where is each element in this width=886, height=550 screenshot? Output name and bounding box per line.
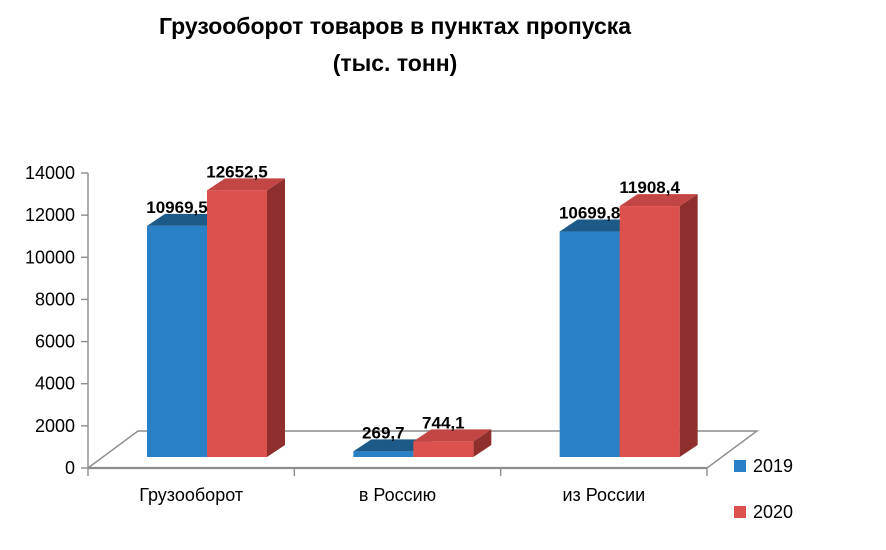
legend-label-2019: 2019 [753, 455, 794, 476]
chart-title-line2: (тыс. тонн) [332, 50, 458, 76]
bar-top-face [559, 219, 638, 232]
legend-label-2020: 2020 [753, 501, 794, 522]
bar-top-face [353, 439, 432, 452]
data-label-2019-category-2: 10699,8 [559, 204, 620, 223]
bar-front-face [619, 206, 680, 457]
legend-item-2019: 2019 [734, 453, 793, 479]
y-tick-label-0: 0 [65, 458, 75, 478]
chart-legend: 2019 2020 [734, 453, 793, 545]
chart-title-line1: Грузооборот товаров в пунктах пропуска [158, 13, 632, 39]
y-tick-label-2000: 2000 [35, 416, 75, 436]
bar-side-face [473, 429, 492, 457]
bar-2020-category-0 [207, 178, 285, 458]
bar-front-face [559, 231, 620, 457]
data-label-2020-category-0: 12652,5 [206, 162, 267, 181]
category-label-0: Грузооборот [139, 485, 243, 505]
category-label-1: в Россию [359, 485, 436, 505]
category-label-2: из России [563, 485, 646, 505]
data-label-2019-category-0: 10969,5 [146, 198, 207, 217]
y-tick-label-12000: 12000 [25, 205, 75, 225]
y-tick-label-8000: 8000 [35, 289, 75, 309]
bar-side-face [679, 194, 698, 457]
bar-top-face [413, 429, 492, 442]
y-tick-label-4000: 4000 [35, 374, 75, 394]
bar-front-face [207, 190, 267, 458]
data-label-2019-category-1: 269,7 [362, 423, 405, 442]
bar-top-face [619, 194, 698, 207]
bar-front-face [353, 451, 414, 457]
bar-2020-category-2 [619, 194, 698, 457]
bar-front-face [413, 441, 474, 457]
data-label-2020-category-2: 11908,4 [619, 178, 680, 197]
legend-swatch-2020 [734, 506, 746, 518]
bar-side-face [267, 178, 285, 458]
data-label-2020-category-1: 744,1 [422, 413, 465, 432]
bar-2020-category-1 [413, 429, 492, 457]
legend-item-2020: 2020 [734, 499, 793, 525]
legend-swatch-2019 [734, 460, 746, 472]
y-tick-label-14000: 14000 [25, 163, 75, 183]
y-tick-label-10000: 10000 [25, 247, 75, 267]
bar-top-face [147, 213, 225, 226]
bar-front-face [147, 225, 207, 457]
y-tick-label-6000: 6000 [35, 332, 75, 352]
chart-title: Грузооборот товаров в пунктах пропуска (… [0, 8, 790, 82]
bar-top-face [207, 178, 285, 191]
